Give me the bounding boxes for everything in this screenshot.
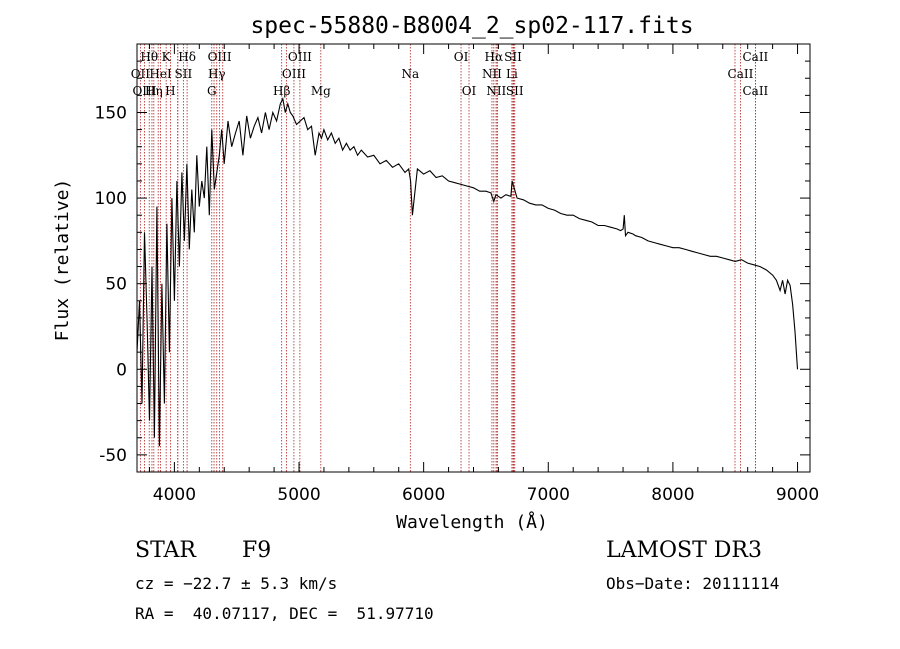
y-axis-ticks: -50 0 50 100 150 bbox=[95, 43, 810, 473]
observation-date: Obs−Date: 20111114 bbox=[606, 574, 780, 593]
x-tick-label-4: 8000 bbox=[651, 485, 694, 505]
line-label-mid-8: CaII bbox=[728, 67, 754, 81]
coordinates: RA = 40.07117, DEC = 51.97710 bbox=[135, 604, 434, 623]
x-tick-label-5: 9000 bbox=[776, 485, 819, 505]
line-label-top-0: Hθ bbox=[140, 50, 158, 64]
line-label-low-3: G bbox=[207, 84, 217, 98]
plot-frame bbox=[136, 43, 811, 473]
line-label-top-3: OIII bbox=[208, 50, 232, 64]
y-axis-label: Flux (relative) bbox=[52, 179, 73, 342]
line-label-mid-1: HeI bbox=[149, 67, 172, 81]
redshift-cz: cz = −22.7 ± 5.3 km/s bbox=[135, 574, 338, 593]
line-label-mid-2: SII bbox=[175, 67, 193, 81]
y-tick-label-2: 50 bbox=[105, 275, 127, 295]
line-label-low-2: H bbox=[165, 84, 175, 98]
line-label-top-8: CaII bbox=[742, 50, 768, 64]
y-tick-label-3: 100 bbox=[95, 189, 127, 209]
y-tick-label-0: -50 bbox=[99, 446, 127, 466]
x-tick-label-0: 4000 bbox=[153, 485, 196, 505]
line-label-low-0: OIII bbox=[132, 84, 156, 98]
line-label-top-6: Hα bbox=[485, 50, 504, 64]
line-label-mid-0: OII bbox=[131, 67, 151, 81]
line-label-mid-6: NII bbox=[482, 67, 502, 81]
line-label-low-4: Hβ bbox=[273, 84, 290, 98]
line-label-mid-7: Li bbox=[506, 67, 518, 81]
object-subclass: F9 bbox=[242, 538, 272, 563]
chart-title: spec-55880-B8004_2_sp02-117.fits bbox=[250, 13, 693, 39]
survey-name: LAMOST DR3 bbox=[606, 538, 762, 563]
emission-line-markers bbox=[139, 44, 756, 472]
line-label-mid-5: Na bbox=[401, 67, 419, 81]
line-label-top-1: K bbox=[162, 50, 172, 64]
x-axis-ticks: 4000 5000 6000 7000 8000 9000 bbox=[148, 44, 819, 505]
x-tick-label-2: 6000 bbox=[402, 485, 445, 505]
y-tick-label-4: 150 bbox=[95, 103, 127, 123]
line-label-low-9: CaII bbox=[742, 84, 768, 98]
line-label-low-5: Mg bbox=[311, 84, 331, 98]
line-label-top-5: OI bbox=[454, 50, 469, 64]
spectrum-chart: spec-55880-B8004_2_sp02-117.fits Hθ K Hδ OI… bbox=[52, 13, 819, 533]
line-label-top-4: OIII bbox=[288, 50, 312, 64]
line-label-mid-3: Hγ bbox=[208, 67, 226, 81]
line-label-low-1: Hη bbox=[145, 84, 163, 98]
line-label-low-6: OI bbox=[462, 84, 477, 98]
line-label-low-7: NII bbox=[486, 84, 506, 98]
x-tick-label-1: 5000 bbox=[277, 485, 320, 505]
line-label-top-2: Hδ bbox=[178, 50, 196, 64]
x-tick-label-3: 7000 bbox=[527, 485, 570, 505]
spectrum-line bbox=[136, 97, 799, 447]
line-label-mid-4: OIII bbox=[282, 67, 306, 81]
x-axis-label: Wavelength (Å) bbox=[396, 511, 548, 533]
object-class: STAR bbox=[135, 538, 196, 563]
line-label-top-7: SII bbox=[504, 50, 522, 64]
line-label-low-8: SII bbox=[506, 84, 524, 98]
y-tick-label-1: 0 bbox=[116, 360, 127, 380]
